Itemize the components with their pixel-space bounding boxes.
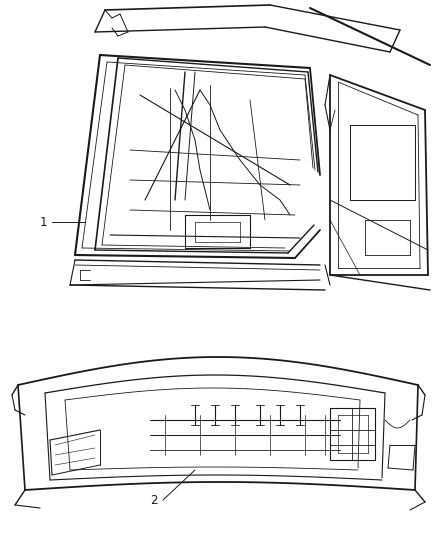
Text: 2: 2 (150, 494, 158, 506)
Text: 1: 1 (40, 215, 47, 229)
